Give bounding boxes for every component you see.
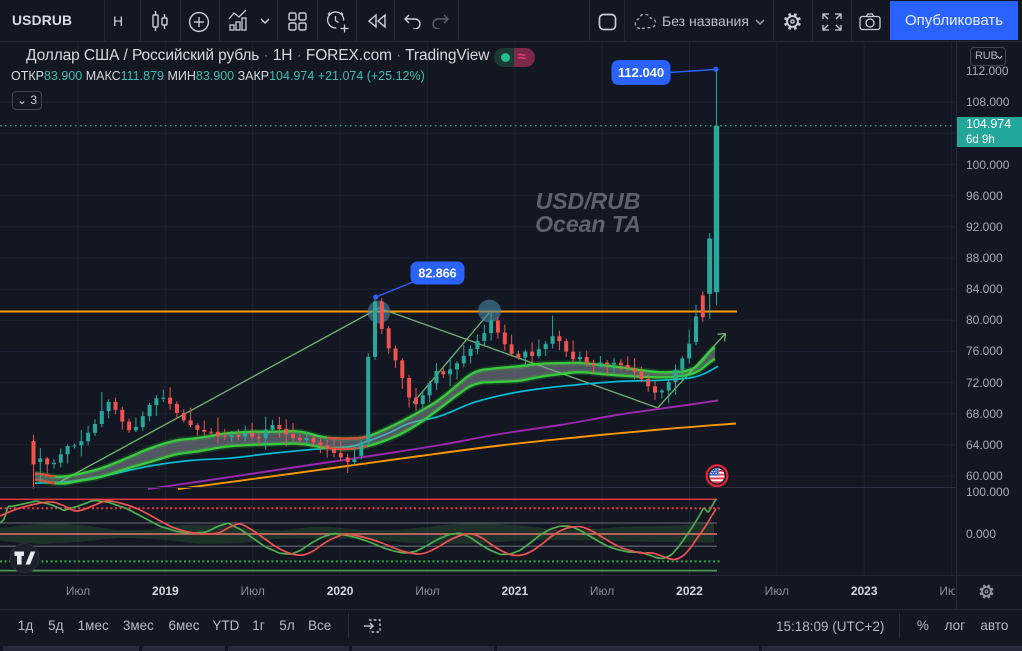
- svg-text:82.866: 82.866: [418, 267, 456, 281]
- svg-text:112.040: 112.040: [618, 65, 664, 80]
